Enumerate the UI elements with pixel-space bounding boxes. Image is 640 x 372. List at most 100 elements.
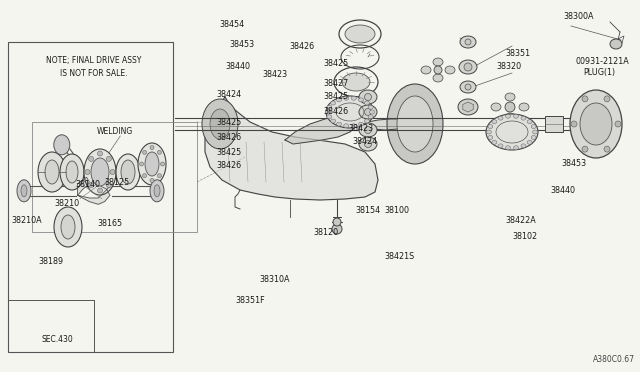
Text: 38425: 38425 xyxy=(323,92,348,101)
Text: 38453: 38453 xyxy=(562,159,587,168)
Text: 38423: 38423 xyxy=(262,70,287,79)
Text: 38454: 38454 xyxy=(220,20,244,29)
Text: 38320: 38320 xyxy=(496,62,521,71)
Bar xyxy=(545,116,563,132)
Ellipse shape xyxy=(532,130,538,134)
Circle shape xyxy=(465,39,471,45)
Ellipse shape xyxy=(331,119,335,123)
Ellipse shape xyxy=(84,149,116,195)
Text: 38425: 38425 xyxy=(323,59,348,68)
Ellipse shape xyxy=(531,135,536,140)
Ellipse shape xyxy=(106,156,111,161)
Text: 38424: 38424 xyxy=(216,90,241,99)
Text: 38440: 38440 xyxy=(550,186,575,195)
Text: 38120: 38120 xyxy=(314,228,339,237)
Text: 38426: 38426 xyxy=(216,133,241,142)
Circle shape xyxy=(365,126,371,134)
Ellipse shape xyxy=(150,179,154,183)
Ellipse shape xyxy=(486,114,538,150)
Polygon shape xyxy=(205,97,378,200)
Ellipse shape xyxy=(521,116,526,120)
Text: 38422A: 38422A xyxy=(506,216,536,225)
Ellipse shape xyxy=(150,180,164,202)
Ellipse shape xyxy=(202,99,238,149)
Ellipse shape xyxy=(359,105,377,119)
Ellipse shape xyxy=(344,124,349,128)
Ellipse shape xyxy=(106,183,111,187)
Ellipse shape xyxy=(433,74,443,82)
Circle shape xyxy=(332,224,342,234)
Ellipse shape xyxy=(97,188,102,193)
Ellipse shape xyxy=(110,170,115,174)
Polygon shape xyxy=(285,112,360,144)
Ellipse shape xyxy=(150,145,154,150)
Polygon shape xyxy=(358,119,410,130)
Circle shape xyxy=(465,84,471,90)
Text: 38140: 38140 xyxy=(76,180,100,189)
Ellipse shape xyxy=(66,161,78,183)
Ellipse shape xyxy=(459,60,477,74)
Ellipse shape xyxy=(505,93,515,101)
Circle shape xyxy=(505,102,515,112)
Circle shape xyxy=(434,66,442,74)
Ellipse shape xyxy=(54,207,82,247)
Ellipse shape xyxy=(327,105,332,109)
Ellipse shape xyxy=(138,143,166,185)
Ellipse shape xyxy=(121,160,135,184)
Circle shape xyxy=(571,121,577,127)
Ellipse shape xyxy=(154,185,160,197)
Ellipse shape xyxy=(89,183,93,187)
Circle shape xyxy=(365,109,371,115)
Circle shape xyxy=(365,93,371,100)
Ellipse shape xyxy=(433,58,443,66)
Ellipse shape xyxy=(531,125,536,129)
Ellipse shape xyxy=(527,140,532,144)
Ellipse shape xyxy=(498,116,503,120)
Ellipse shape xyxy=(145,152,159,176)
Ellipse shape xyxy=(359,123,377,137)
Ellipse shape xyxy=(369,110,374,114)
Ellipse shape xyxy=(54,135,70,155)
Text: 38423: 38423 xyxy=(349,124,374,133)
Ellipse shape xyxy=(359,137,377,151)
Ellipse shape xyxy=(458,99,478,115)
Ellipse shape xyxy=(492,140,497,144)
Bar xyxy=(32,122,197,232)
Ellipse shape xyxy=(140,162,143,166)
Text: 38426: 38426 xyxy=(323,107,348,116)
Ellipse shape xyxy=(421,66,431,74)
Circle shape xyxy=(582,96,588,102)
Ellipse shape xyxy=(143,174,147,178)
Circle shape xyxy=(582,146,588,152)
Text: 38154: 38154 xyxy=(356,206,381,215)
Text: 38300A: 38300A xyxy=(563,12,594,21)
Ellipse shape xyxy=(387,84,443,164)
Ellipse shape xyxy=(513,146,518,150)
Ellipse shape xyxy=(91,158,109,186)
Text: 38440: 38440 xyxy=(226,62,251,71)
Text: A380C0.67: A380C0.67 xyxy=(593,355,635,364)
Ellipse shape xyxy=(492,120,497,124)
Text: 38425: 38425 xyxy=(216,148,241,157)
Ellipse shape xyxy=(21,185,27,197)
Ellipse shape xyxy=(344,96,349,100)
Ellipse shape xyxy=(38,152,66,192)
Ellipse shape xyxy=(610,39,622,49)
Ellipse shape xyxy=(157,150,161,154)
Ellipse shape xyxy=(580,103,612,145)
Text: 38425: 38425 xyxy=(216,118,241,127)
Text: 38310A: 38310A xyxy=(259,275,290,284)
Ellipse shape xyxy=(337,98,342,102)
Ellipse shape xyxy=(143,150,147,154)
Text: 38165: 38165 xyxy=(98,219,123,228)
Ellipse shape xyxy=(359,90,377,104)
Text: NOTE; FINAL DRIVE ASSY: NOTE; FINAL DRIVE ASSY xyxy=(46,55,141,64)
Ellipse shape xyxy=(521,144,526,148)
Ellipse shape xyxy=(368,115,373,119)
Ellipse shape xyxy=(342,73,370,91)
Ellipse shape xyxy=(89,156,93,161)
Polygon shape xyxy=(77,177,110,204)
Circle shape xyxy=(365,141,371,148)
Ellipse shape xyxy=(460,81,476,93)
Ellipse shape xyxy=(506,146,511,150)
